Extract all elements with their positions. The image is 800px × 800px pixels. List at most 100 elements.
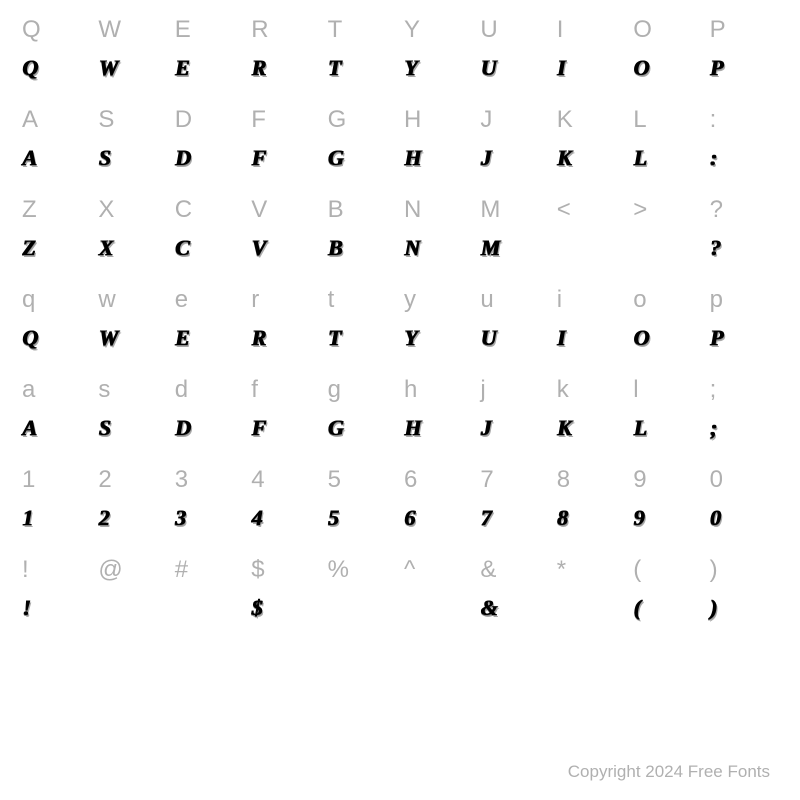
key-label: ^: [400, 552, 476, 588]
glyph-sample: Y: [400, 48, 476, 88]
row-pair: qwertyuiopQWERTYUIOP: [18, 282, 782, 358]
key-label: 7: [476, 462, 552, 498]
key-label: ?: [706, 192, 782, 228]
key-label: w: [94, 282, 170, 318]
label-row: qwertyuiop: [18, 282, 782, 318]
glyph-sample: P: [706, 318, 782, 358]
glyph-sample: H: [400, 138, 476, 178]
key-label: k: [553, 372, 629, 408]
glyph-sample: A: [18, 138, 94, 178]
key-label: g: [324, 372, 400, 408]
row-pair: !@#$%^&*()!$&(): [18, 552, 782, 628]
glyph-sample: N: [400, 228, 476, 268]
glyph-sample: Z: [18, 228, 94, 268]
key-label: B: [324, 192, 400, 228]
glyph-sample: [553, 228, 629, 268]
key-label: G: [324, 102, 400, 138]
key-label: F: [247, 102, 323, 138]
glyph-sample: [171, 588, 247, 628]
key-label: ): [706, 552, 782, 588]
key-label: h: [400, 372, 476, 408]
label-row: QWERTYUIOP: [18, 12, 782, 48]
glyph-sample: ?: [706, 228, 782, 268]
key-label: 1: [18, 462, 94, 498]
glyph-sample: [324, 588, 400, 628]
glyph-sample: R: [247, 48, 323, 88]
glyph-sample: (: [629, 588, 705, 628]
glyph-sample: W: [94, 318, 170, 358]
glyph-sample: 1: [18, 498, 94, 538]
glyph-sample: I: [553, 318, 629, 358]
glyph-sample: U: [476, 318, 552, 358]
key-label: 2: [94, 462, 170, 498]
row-pair: asdfghjkl;ASDFGHJKL;: [18, 372, 782, 448]
glyph-sample: S: [94, 408, 170, 448]
key-label: $: [247, 552, 323, 588]
glyph-sample: 4: [247, 498, 323, 538]
key-label: 6: [400, 462, 476, 498]
glyph-sample: 2: [94, 498, 170, 538]
glyph-sample: D: [171, 138, 247, 178]
glyph-sample: I: [553, 48, 629, 88]
glyph-sample: S: [94, 138, 170, 178]
glyph-sample: 9: [629, 498, 705, 538]
glyph-sample: :: [706, 138, 782, 178]
key-label: l: [629, 372, 705, 408]
key-label: *: [553, 552, 629, 588]
glyph-sample: &: [476, 588, 552, 628]
key-label: H: [400, 102, 476, 138]
glyph-sample: Q: [18, 48, 94, 88]
glyph-sample: E: [171, 48, 247, 88]
key-label: r: [247, 282, 323, 318]
key-label: J: [476, 102, 552, 138]
key-label: <: [553, 192, 629, 228]
glyph-sample: !: [18, 588, 94, 628]
key-label: a: [18, 372, 94, 408]
key-label: &: [476, 552, 552, 588]
glyph-sample: L: [629, 408, 705, 448]
key-label: K: [553, 102, 629, 138]
glyph-sample: 6: [400, 498, 476, 538]
key-label: >: [629, 192, 705, 228]
glyph-sample: L: [629, 138, 705, 178]
key-label: %: [324, 552, 400, 588]
key-label: M: [476, 192, 552, 228]
glyph-sample: U: [476, 48, 552, 88]
glyph-sample: 3: [171, 498, 247, 538]
key-label: A: [18, 102, 94, 138]
key-label: S: [94, 102, 170, 138]
glyph-row: QWERTYUIOP: [18, 318, 782, 358]
row-pair: QWERTYUIOPQWERTYUIOP: [18, 12, 782, 88]
glyph-sample: P: [706, 48, 782, 88]
label-row: 1234567890: [18, 462, 782, 498]
glyph-sample: C: [171, 228, 247, 268]
glyph-sample: F: [247, 138, 323, 178]
key-label: Y: [400, 12, 476, 48]
key-label: P: [706, 12, 782, 48]
key-label: O: [629, 12, 705, 48]
key-label: :: [706, 102, 782, 138]
label-row: ZXCVBNM<>?: [18, 192, 782, 228]
key-label: i: [553, 282, 629, 318]
key-label: W: [94, 12, 170, 48]
glyph-sample: 5: [324, 498, 400, 538]
key-label: d: [171, 372, 247, 408]
key-label: N: [400, 192, 476, 228]
glyph-sample: K: [553, 408, 629, 448]
glyph-sample: V: [247, 228, 323, 268]
key-label: 9: [629, 462, 705, 498]
glyph-row: !$&(): [18, 588, 782, 628]
glyph-sample: [400, 588, 476, 628]
glyph-sample: A: [18, 408, 94, 448]
glyph-sample: J: [476, 408, 552, 448]
key-label: u: [476, 282, 552, 318]
key-label: t: [324, 282, 400, 318]
key-label: @: [94, 552, 170, 588]
glyph-sample: $: [247, 588, 323, 628]
glyph-sample: D: [171, 408, 247, 448]
key-label: y: [400, 282, 476, 318]
glyph-sample: Y: [400, 318, 476, 358]
key-label: q: [18, 282, 94, 318]
key-label: 4: [247, 462, 323, 498]
key-label: Z: [18, 192, 94, 228]
